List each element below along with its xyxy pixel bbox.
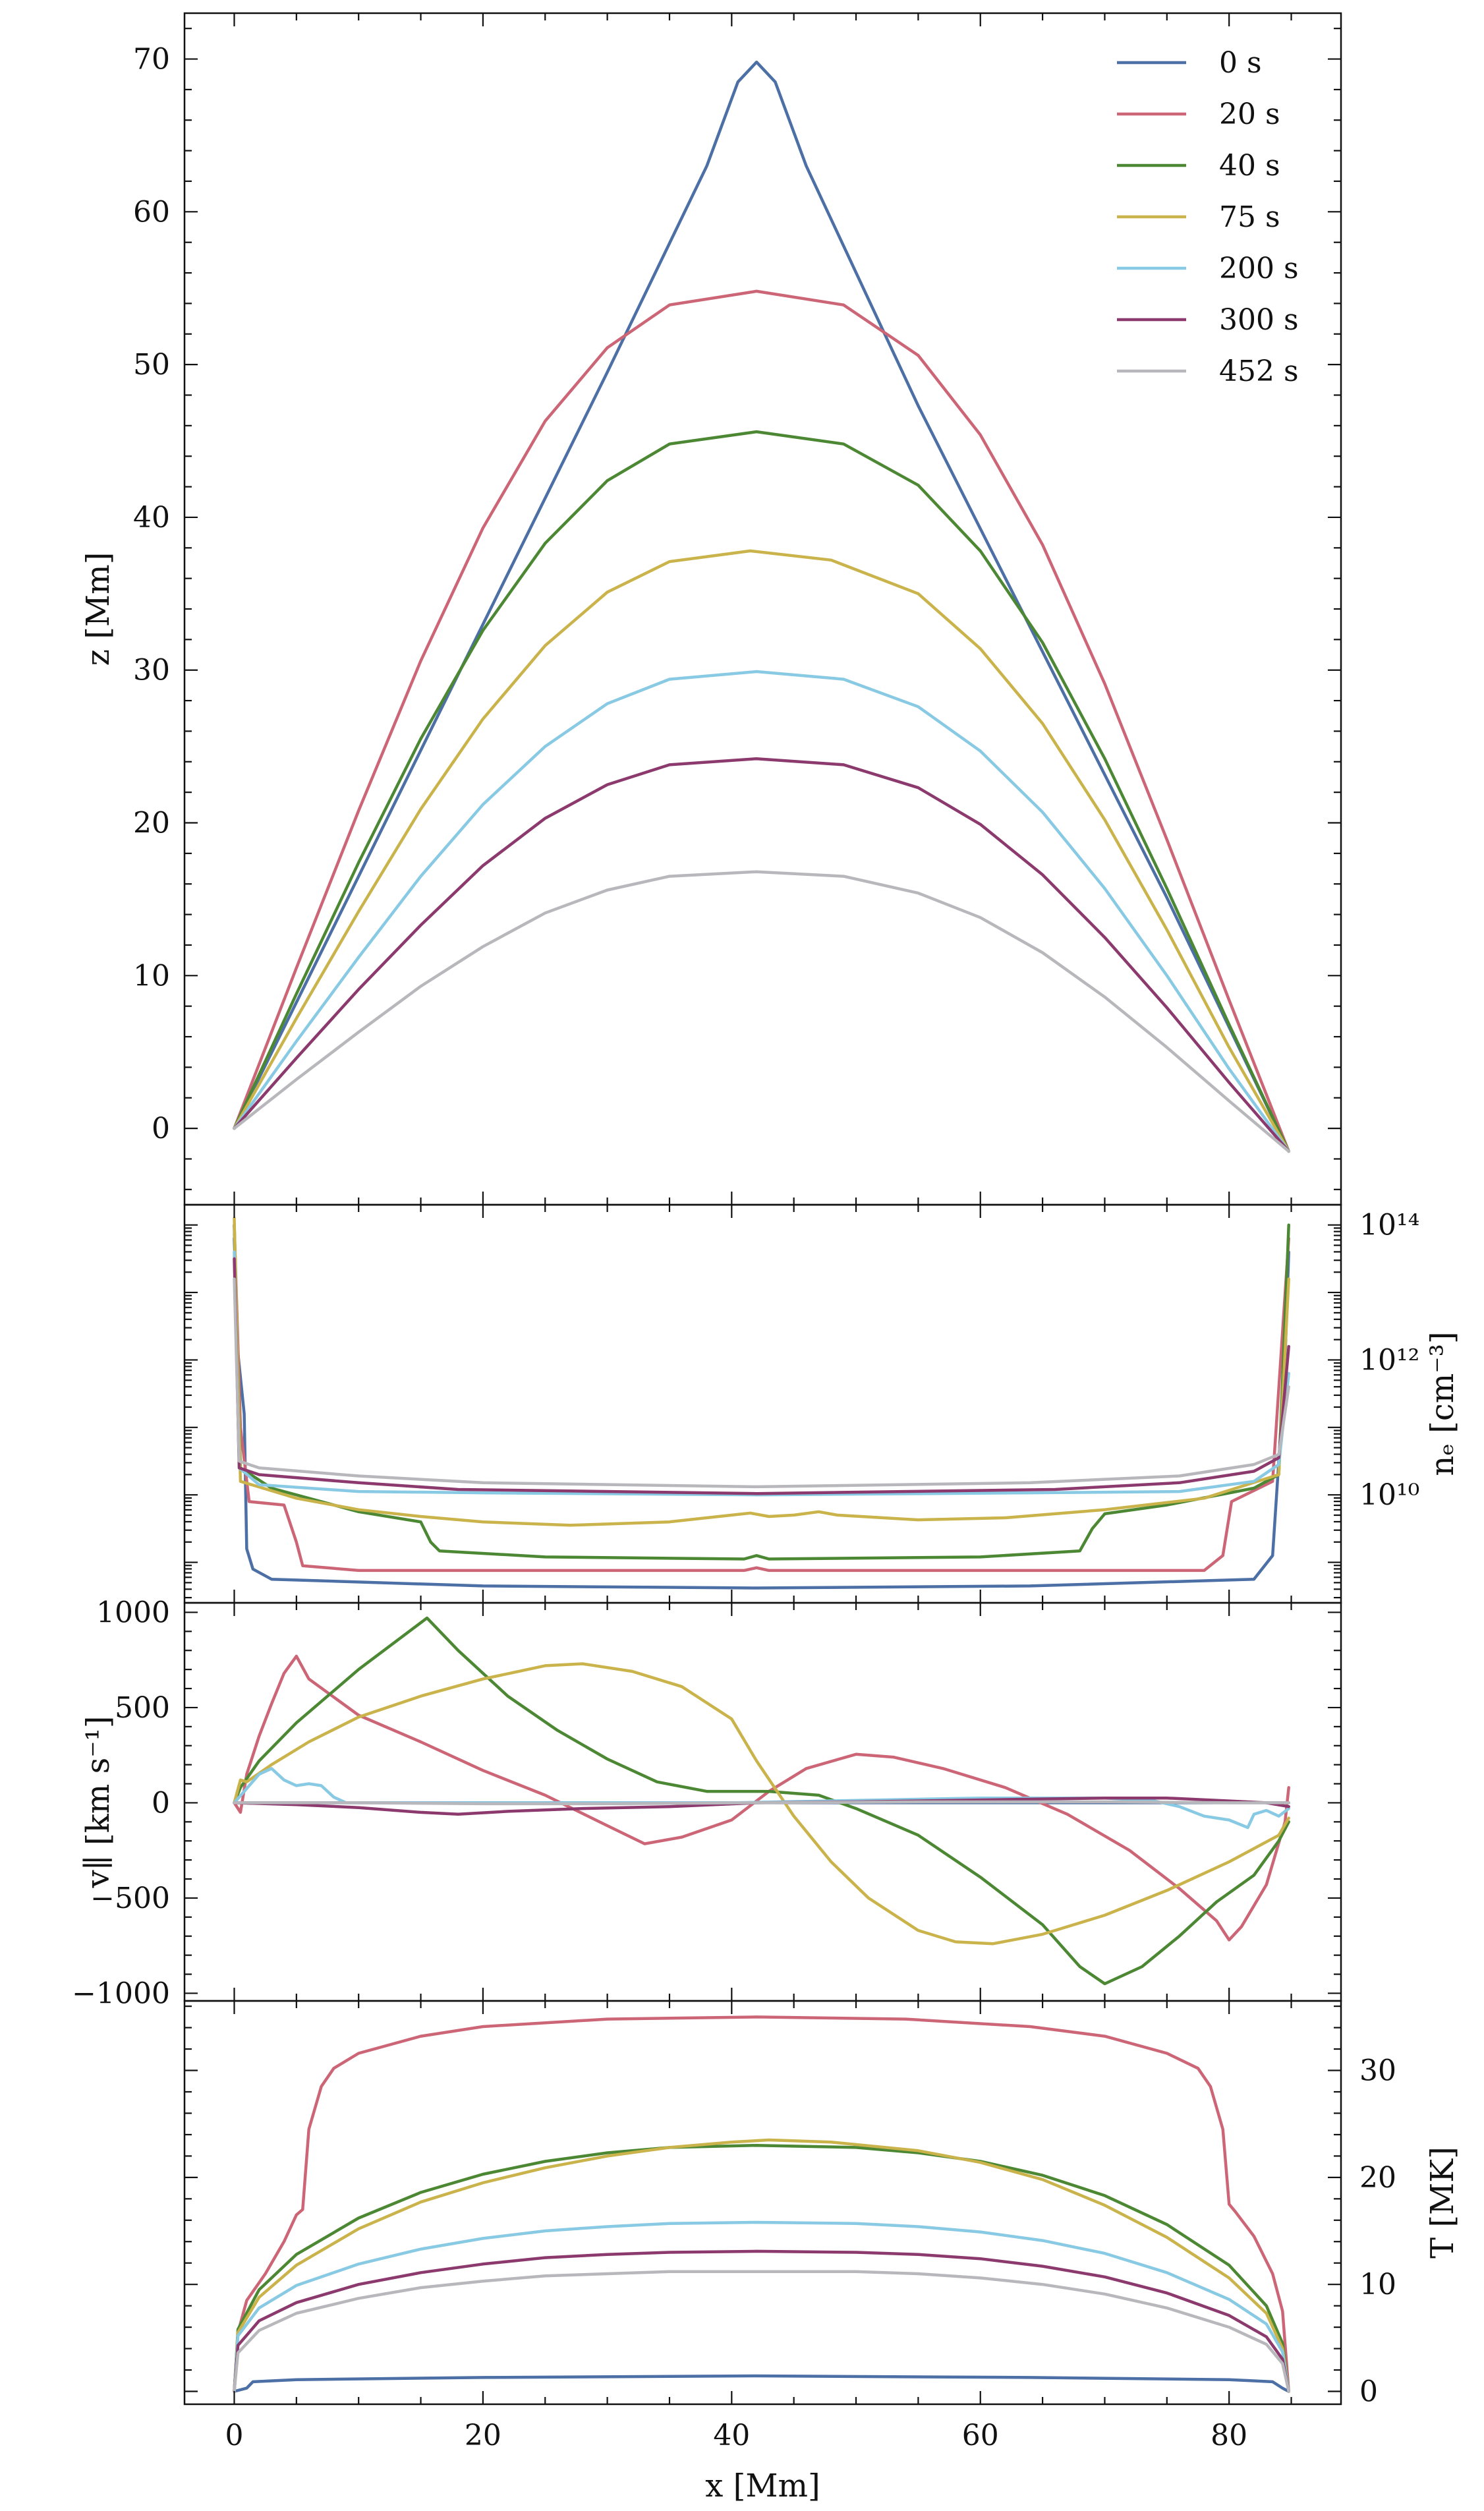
panel-geometry: 0 10 20 30 40 50 60 70 z [Mm] 0 s 20 s 40 s 75 s 200 …	[80, 12, 1342, 1206]
panel-temperature: 0 10 20 30 T [MK] 0 20 40 60 80 x [Mm]	[183, 2000, 1461, 2504]
geometry-series-40s	[233, 430, 1290, 1153]
density-ytick-label: 10¹⁰	[1359, 1478, 1419, 1512]
velocity-ytick-label: −1000	[72, 1977, 170, 2010]
temperature-ytick-label: 20	[1359, 2161, 1396, 2195]
temperature-ylabel: T [MK]	[1424, 2147, 1461, 2259]
density-ytick-label: 10¹²	[1359, 1343, 1419, 1377]
geometry-ytick-label: 40	[133, 501, 170, 534]
legend-label: 0 s	[1219, 46, 1262, 80]
legend-label: 40 s	[1219, 149, 1280, 183]
legend-label: 452 s	[1219, 355, 1299, 388]
geometry-ytick-label: 20	[133, 807, 170, 840]
velocity-ytick-label: 0	[152, 1786, 170, 1820]
geometry-series-300s	[233, 757, 1290, 1153]
geometry-ytick-label: 70	[133, 43, 170, 76]
density-series-200s	[233, 1250, 1290, 1497]
geometry-series-452s	[233, 870, 1290, 1153]
temperature-xlabel: x [Mm]	[705, 2468, 820, 2504]
temperature-series-452s	[233, 2270, 1290, 2393]
geometry-series-group	[233, 60, 1290, 1153]
panel-density: 10¹⁰ 10¹² 10¹⁴ nₑ [cm⁻³]	[183, 1203, 1461, 1604]
temperature-series-20s	[233, 2015, 1290, 2393]
density-series-20s	[233, 1223, 1290, 1573]
geometry-ytick-label: 50	[133, 348, 170, 382]
density-series-group	[233, 1217, 1290, 1590]
geometry-ylabel: z [Mm]	[80, 552, 117, 666]
panel-velocity: −1000 −500 0 500 1000 v∥ [km s⁻¹]	[72, 1596, 1342, 2010]
geometry-series-200s	[233, 670, 1290, 1153]
geometry-ytick-label: 0	[152, 1112, 170, 1145]
density-series-40s	[233, 1223, 1290, 1561]
legend-label: 20 s	[1219, 98, 1280, 131]
legend-label: 300 s	[1219, 303, 1299, 337]
density-series-0s	[233, 1236, 1290, 1590]
temperature-frame	[183, 2000, 1342, 2406]
legend-label: 75 s	[1219, 200, 1280, 234]
velocity-ytick-label: 500	[115, 1691, 170, 1725]
velocity-ytick-label: −500	[90, 1882, 170, 1915]
velocity-series-75s	[233, 1662, 1290, 1946]
density-series-75s	[233, 1217, 1290, 1527]
legend: 0 s 20 s 40 s 75 s 200 s 300 s 452 s	[1117, 46, 1299, 388]
density-frame	[183, 1203, 1342, 1604]
geometry-series-0s	[233, 60, 1290, 1153]
velocity-series-300s	[233, 1796, 1290, 1816]
density-ylabel: nₑ [cm⁻³]	[1424, 1331, 1461, 1476]
temperature-series-group	[233, 2015, 1290, 2393]
legend-label: 200 s	[1219, 252, 1299, 285]
temperature-xtick-label: 20	[465, 2419, 501, 2452]
geometry-ytick-label: 10	[133, 959, 170, 993]
density-series-452s	[233, 1277, 1290, 1489]
velocity-series-452s	[233, 1800, 1290, 1806]
geometry-series-20s	[233, 289, 1290, 1153]
temperature-xtick-label: 60	[962, 2419, 999, 2452]
temperature-xtick-label: 80	[1211, 2419, 1247, 2452]
temperature-series-200s	[233, 2220, 1290, 2393]
temperature-ytick-label: 10	[1359, 2268, 1396, 2301]
temperature-xtick-label: 0	[225, 2419, 243, 2452]
geometry-ytick-label: 60	[133, 195, 170, 229]
geometry-series-75s	[233, 549, 1290, 1153]
temperature-series-75s	[233, 2138, 1290, 2393]
temperature-series-300s	[233, 2249, 1290, 2393]
temperature-series-40s	[233, 2143, 1290, 2393]
temperature-xtick-label: 40	[713, 2419, 750, 2452]
geometry-frame	[183, 12, 1342, 1206]
geometry-ytick-label: 30	[133, 654, 170, 687]
velocity-ytick-label: 1000	[96, 1596, 170, 1629]
velocity-series-group	[233, 1616, 1290, 1986]
velocity-series-40s	[233, 1616, 1290, 1986]
density-series-300s	[233, 1257, 1290, 1495]
velocity-series-20s	[233, 1654, 1290, 1942]
temperature-series-0s	[233, 2374, 1290, 2393]
density-ytick-label: 10¹⁴	[1359, 1209, 1419, 1242]
temperature-ytick-label: 30	[1359, 2054, 1396, 2088]
velocity-ylabel: v∥ [km s⁻¹]	[80, 1716, 117, 1888]
temperature-ytick-label: 0	[1359, 2375, 1378, 2409]
